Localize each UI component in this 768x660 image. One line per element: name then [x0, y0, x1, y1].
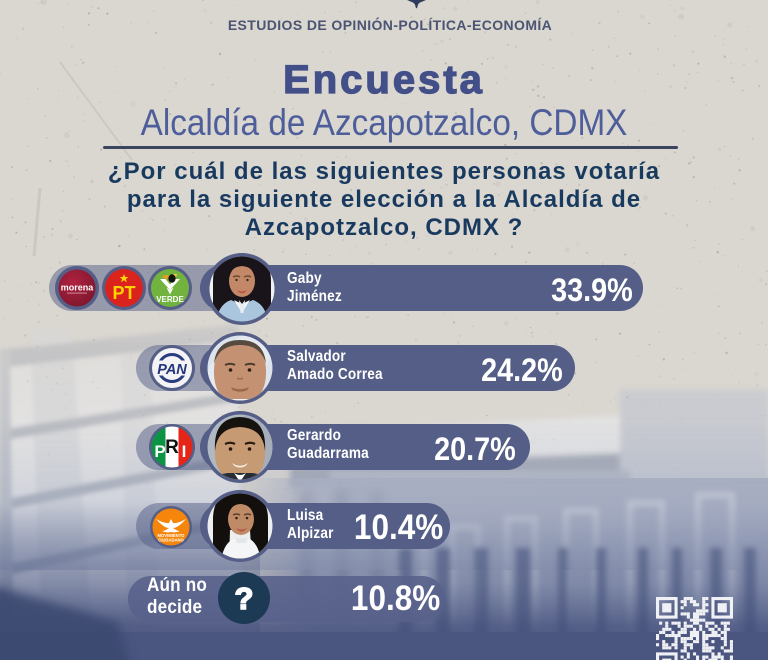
svg-text:I: I	[182, 442, 187, 461]
svg-text:P: P	[154, 442, 165, 461]
svg-text:R: R	[165, 437, 179, 458]
svg-text:morena: morena	[61, 283, 95, 293]
svg-text:?: ?	[235, 581, 254, 616]
svg-text:VERDE: VERDE	[156, 295, 184, 304]
svg-text:PT: PT	[112, 283, 135, 303]
svg-text:MOVIMIENTO: MOVIMIENTO	[158, 533, 186, 538]
svg-text:CIUDADANO: CIUDADANO	[158, 538, 184, 543]
svg-text:PAN: PAN	[157, 362, 187, 378]
